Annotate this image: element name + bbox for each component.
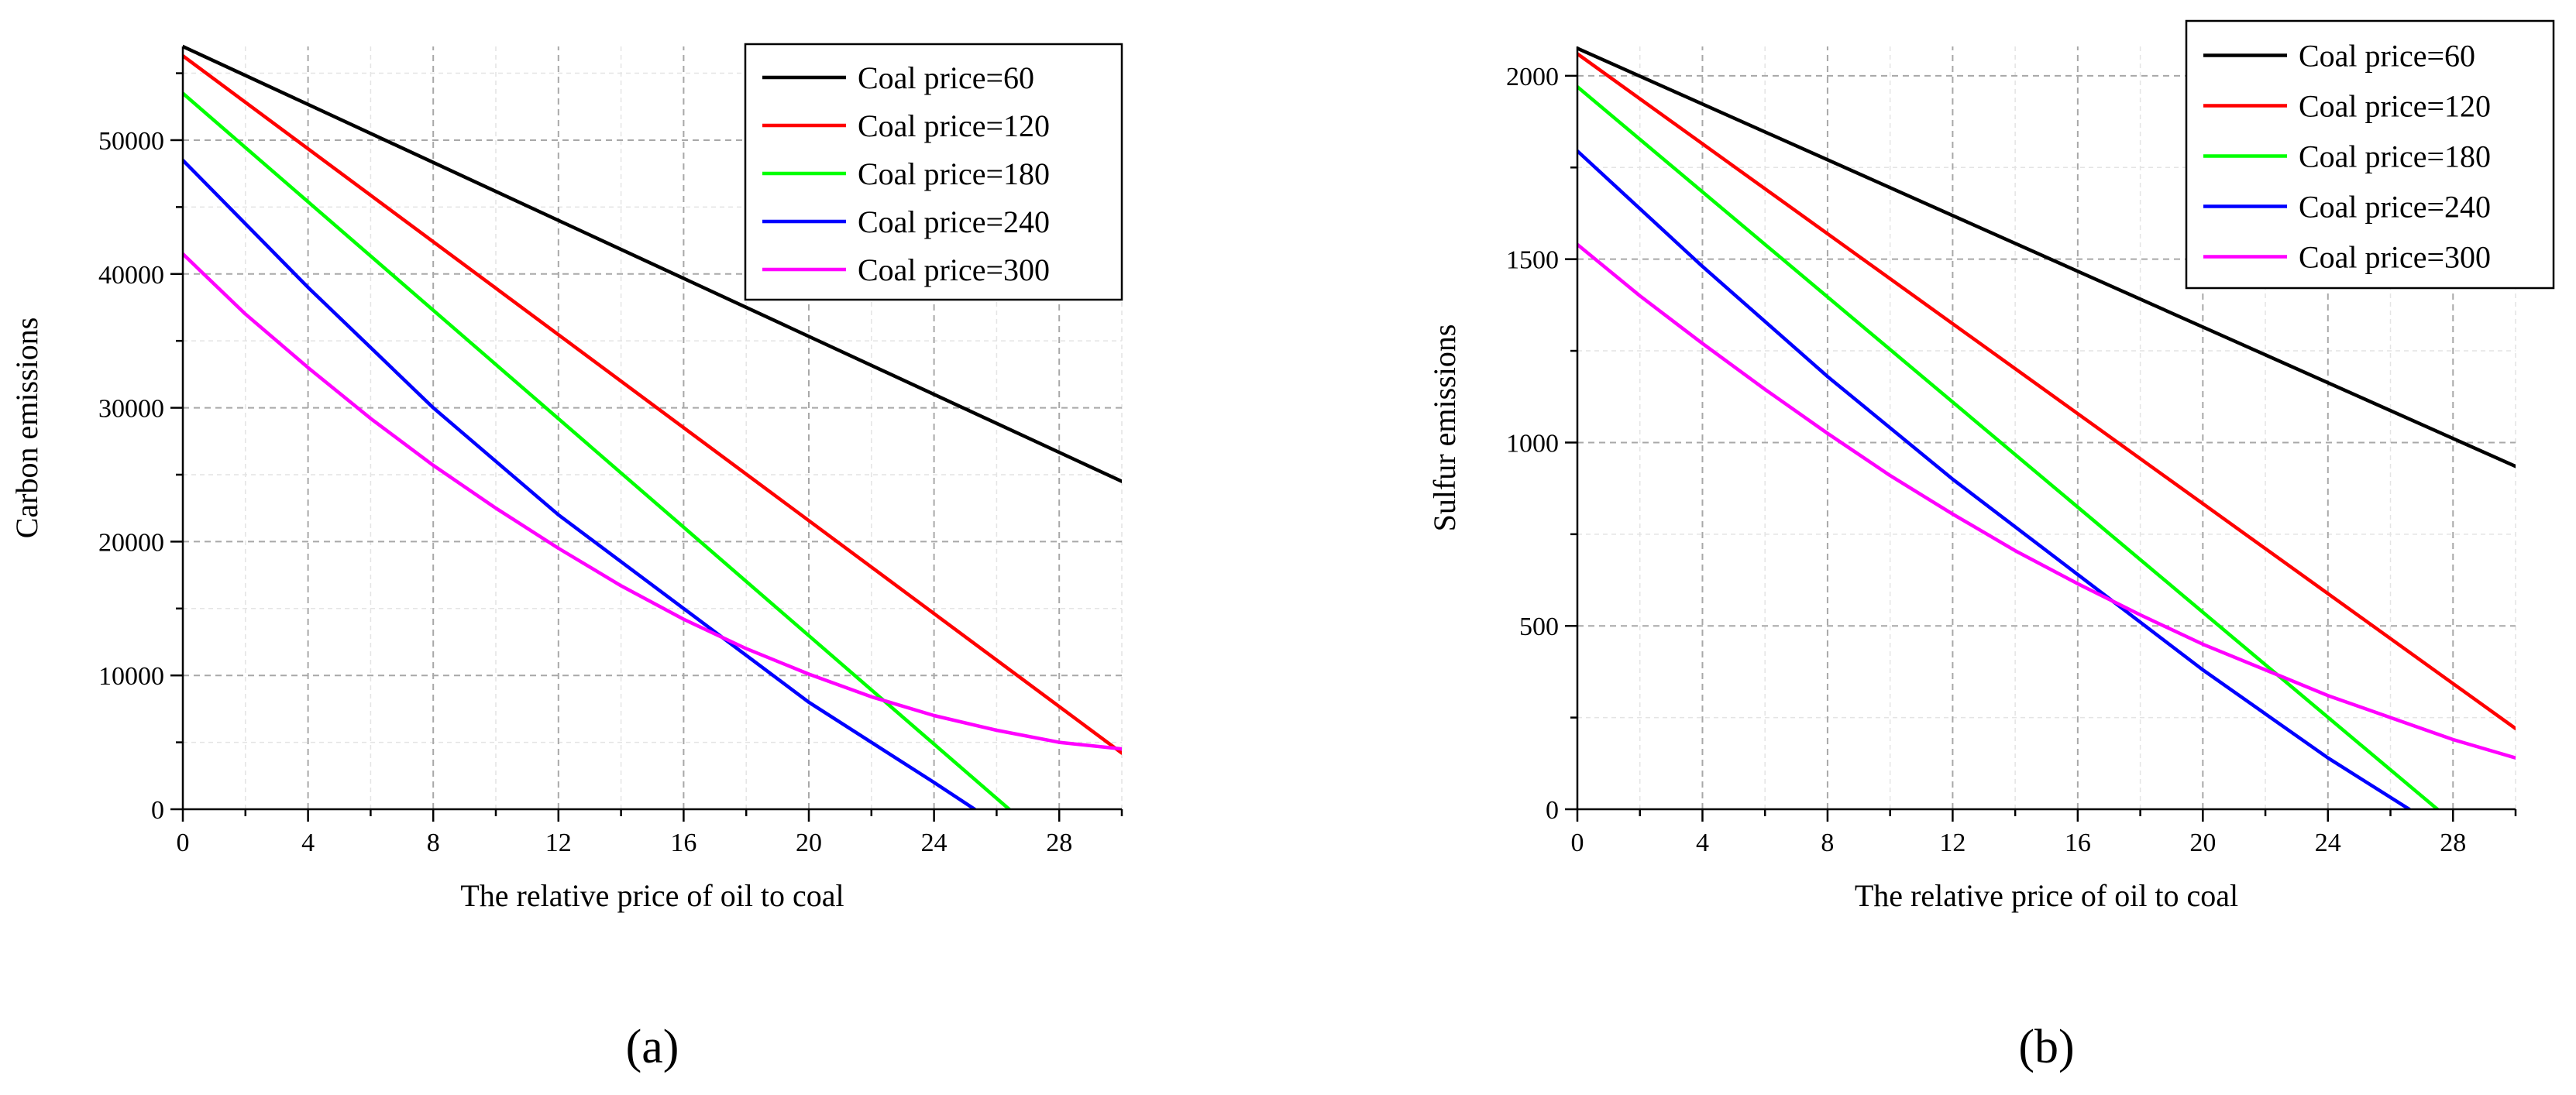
series-line-1 [1577,46,2516,469]
series-line-3 [183,91,1011,809]
series-line-4 [183,158,977,809]
x-tick-label: 0 [177,829,190,857]
x-tick-label: 16 [670,829,696,857]
legend-label: Coal price=300 [2299,240,2491,275]
series-line-2 [1577,52,2516,731]
x-tick-label: 28 [2440,829,2466,857]
y-tick-label: 10000 [98,662,164,691]
x-tick-label: 24 [921,829,948,857]
series-line-1 [183,44,1122,483]
legend-label: Coal price=240 [858,204,1050,239]
carbon-emissions-chart: 0 4 8 12 16 20 24 2801000020000300004000050000 … [9,43,1123,1073]
legend-box [2185,19,2555,290]
legend-label: Coal price=60 [858,60,1034,95]
axes [1565,46,2517,822]
axes [170,46,1123,822]
y-tick-label: 1500 [1506,246,1559,275]
sulfur-emissions-chart: 0 4 8 12 16 20 24 28 0 500 1000 1500 2000 The relati… [1427,19,2555,1073]
series-line-4 [1577,149,2412,809]
series-line-3 [1577,84,2440,809]
legend: Coal price=60 Coal price=120 Coal price=18… [2185,19,2555,290]
tick-labels: 0 4 8 12 16 20 24 28 0 500 1000 1500 2000 [1506,63,2466,857]
y-axis-title: Carbon emissions [9,318,44,539]
x-tick-label: 8 [427,829,440,857]
panel-label: (b) [2018,1021,2074,1073]
y-tick-label: 0 [151,796,164,825]
x-tick-label: 12 [1939,829,1966,857]
x-tick-label: 20 [796,829,822,857]
y-tick-label: 40000 [98,261,164,290]
series-lines [1577,46,2516,809]
legend-label: Coal price=240 [2299,190,2491,225]
y-tick-label: 2000 [1506,63,1559,91]
x-axis-title: The relative price of oil to coal [460,878,844,913]
y-axis-title: Sulfur emissions [1427,324,1462,532]
series-line-2 [183,53,1122,755]
y-tick-label: 50000 [98,127,164,156]
series-line-5 [183,252,1122,751]
x-tick-label: 12 [545,829,572,857]
x-tick-label: 0 [1571,829,1584,857]
legend-label: Coal price=180 [858,156,1050,191]
x-axis-title: The relative price of oil to coal [1855,878,2238,913]
series-line-5 [1577,242,2516,760]
y-tick-label: 0 [1546,796,1559,825]
x-tick-label: 4 [301,829,315,857]
x-tick-label: 20 [2189,829,2216,857]
y-tick-label: 500 [1519,613,1559,641]
x-tick-label: 24 [2315,829,2341,857]
x-tick-label: 4 [1696,829,1709,857]
series-lines [183,44,1122,809]
y-tick-label: 1000 [1506,429,1559,458]
y-tick-label: 30000 [98,395,164,424]
legend-label: Coal price=120 [858,108,1050,143]
legend: Coal price=60 Coal price=120 Coal price=18… [744,43,1123,301]
legend-label: Coal price=60 [2299,39,2475,74]
legend-label: Coal price=120 [2299,89,2491,124]
tick-labels: 0 4 8 12 16 20 24 28 0 10000 20000 30000 40000 50000 [98,127,1072,857]
panel-label: (a) [626,1021,679,1073]
x-tick-label: 28 [1046,829,1072,857]
x-tick-label: 16 [2065,829,2091,857]
legend-label: Coal price=300 [858,252,1050,287]
y-tick-label: 20000 [98,528,164,557]
grid [1577,46,2516,809]
legend-label: Coal price=180 [2299,139,2491,174]
x-tick-label: 8 [1821,829,1834,857]
